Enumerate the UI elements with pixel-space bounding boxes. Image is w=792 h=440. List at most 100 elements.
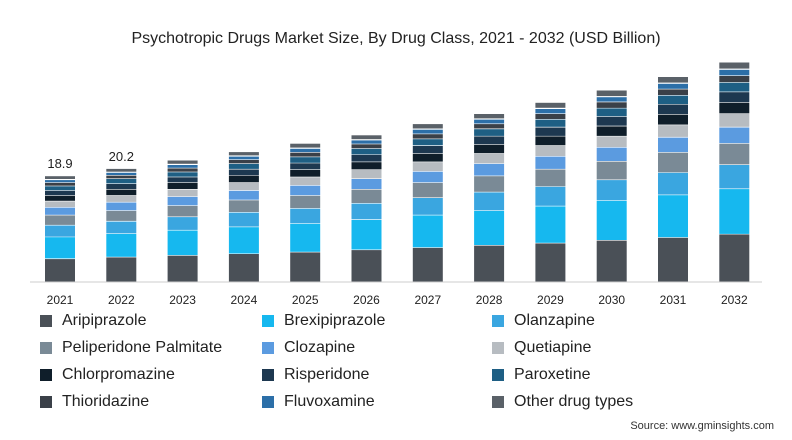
bar-segment xyxy=(596,200,627,240)
legend-item: Brexipiprazole xyxy=(262,310,492,332)
x-tick-label: 2029 xyxy=(537,293,564,307)
bar-segment xyxy=(535,146,566,156)
chart-title: Psychotropic Drugs Market Size, By Drug … xyxy=(131,30,661,47)
bar-segment xyxy=(45,180,75,183)
x-tick-label: 2024 xyxy=(231,293,258,307)
bar-segment xyxy=(228,160,259,164)
bar-segment xyxy=(719,92,750,103)
data-labels: 18.9 20.2 xyxy=(47,149,134,171)
x-axis-ticks: 2021 2022 2023 2024 2025 2026 2027 2028 2029 2030… xyxy=(47,293,748,307)
bar-segment xyxy=(658,237,688,282)
bar-segment xyxy=(658,104,688,114)
bar-segment xyxy=(719,69,750,76)
stacked-bar-chart: 2021 2022 2023 2024 2025 2026 2027 2028 2029 2030… xyxy=(30,62,762,307)
legend-label: Fluvoxamine xyxy=(284,393,375,410)
legend-label: Thioridazine xyxy=(62,393,150,410)
bar-segment xyxy=(596,116,627,126)
bar-segment xyxy=(474,124,505,129)
legend-swatch xyxy=(262,315,274,327)
bar-segment xyxy=(290,170,321,177)
bar-segment xyxy=(596,97,627,102)
bar-segment xyxy=(290,148,321,153)
bar-segment xyxy=(106,257,137,282)
bar-segment xyxy=(228,169,259,176)
x-tick-label: 2032 xyxy=(721,293,748,307)
bar-segment xyxy=(167,230,198,256)
bar-segment xyxy=(106,189,137,196)
bar-segment xyxy=(596,108,627,117)
bar-segment xyxy=(719,76,750,83)
bar-segment xyxy=(474,192,505,211)
legend-label: Other drug types xyxy=(514,393,634,410)
bar-segment xyxy=(535,186,566,206)
legend-swatch xyxy=(492,369,504,381)
bar-segment xyxy=(106,184,137,189)
bar-segment xyxy=(290,195,321,209)
bar-segment xyxy=(719,82,750,92)
bar-segment xyxy=(658,137,688,153)
bar-segment xyxy=(106,233,137,257)
bar-segment xyxy=(351,219,382,250)
legend-swatch xyxy=(492,396,504,408)
x-tick-label: 2028 xyxy=(476,293,503,307)
x-tick-label: 2026 xyxy=(353,293,380,307)
bar-segment xyxy=(474,210,505,245)
bar-segment xyxy=(596,161,627,180)
bar-segment xyxy=(228,175,259,183)
bar-segment xyxy=(474,144,505,154)
legend-swatch xyxy=(40,342,52,354)
legend-label: Brexipiprazole xyxy=(284,312,386,329)
bar-segment xyxy=(535,114,566,119)
bar-segment xyxy=(412,171,443,183)
bar-segment xyxy=(658,83,688,89)
legend-item: Quetiapine xyxy=(492,337,722,359)
bar-segment xyxy=(351,162,382,170)
bar-segment xyxy=(596,90,627,97)
bar-segment xyxy=(167,182,198,189)
bar-segment xyxy=(351,203,382,220)
bar-segment xyxy=(351,140,382,144)
bar-segment xyxy=(106,195,137,202)
bar-segment xyxy=(167,177,198,183)
bar-segment xyxy=(106,179,137,184)
legend-item: Peliperidone Palmitate xyxy=(40,337,262,359)
bar-segment xyxy=(351,148,382,155)
bar-segment xyxy=(412,182,443,198)
legend-label: Clozapine xyxy=(284,339,356,356)
bar-segment xyxy=(535,136,566,146)
bar-segment xyxy=(719,114,750,127)
bar-segment xyxy=(228,254,259,282)
bar-segment xyxy=(45,201,75,207)
bar-segment xyxy=(596,180,627,201)
x-tick-label: 2021 xyxy=(47,293,74,307)
bar-segment xyxy=(474,136,505,145)
legend-label: Risperidone xyxy=(284,366,370,383)
bar-segment xyxy=(45,237,75,259)
bar-segment xyxy=(719,234,750,282)
legend-swatch xyxy=(492,315,504,327)
bar-segment xyxy=(658,89,688,95)
bar-segment xyxy=(106,221,137,234)
bar-segment xyxy=(412,247,443,282)
bar-segment xyxy=(719,143,750,165)
bar-segment xyxy=(167,165,198,168)
bar-segment xyxy=(596,147,627,161)
bar-segment xyxy=(290,185,321,196)
bar-segment xyxy=(45,176,75,179)
legend-label: Aripiprazole xyxy=(62,312,147,329)
bar-segment xyxy=(596,126,627,136)
source-note: Source: www.gminsights.com xyxy=(630,420,774,432)
bar-segment xyxy=(351,179,382,189)
bar-segment xyxy=(474,153,505,164)
bar-segment xyxy=(596,240,627,282)
bar-segment xyxy=(474,176,505,192)
bar-segment xyxy=(228,152,259,156)
bar-segment xyxy=(658,114,688,125)
bar-segment xyxy=(45,225,75,237)
legend-label: Chlorpromazine xyxy=(62,366,175,383)
bar-segment xyxy=(351,189,382,203)
legend-item: Aripiprazole xyxy=(40,310,262,332)
legend-swatch xyxy=(262,342,274,354)
bar-segment xyxy=(45,182,75,186)
bar-segment xyxy=(719,189,750,234)
